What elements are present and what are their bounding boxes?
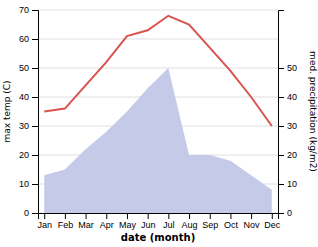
x-tick-label: Jan [37, 220, 52, 230]
y2-tick-mark [278, 126, 284, 127]
y2-tick-mark [278, 155, 284, 156]
y-tick: 20 [19, 150, 38, 160]
chart: Jan Feb Mar Apr May Jun Jul Aug Sep Oct NovDec 0 10 2… [0, 0, 318, 247]
x-tick-label: Apr [100, 220, 114, 230]
x-tick-mark [86, 213, 87, 219]
y-tick-mark [32, 184, 38, 185]
x-tick-mark [168, 213, 169, 219]
y-axis: 0 10 20 30 40 50 60 70 [19, 5, 39, 218]
y-tick-mark [32, 97, 38, 98]
y-tick: 30 [19, 121, 38, 131]
y2-tick-mark [278, 97, 284, 98]
x-tick: Apr [100, 213, 114, 230]
y-axis-title: max temp (C) [2, 80, 12, 142]
x-tick: Dec [264, 213, 281, 230]
y2-tick-label: 10 [287, 179, 297, 189]
y-tick-mark [32, 155, 38, 156]
x-tick-label: Jun [141, 220, 156, 230]
y2-tick-label: 20 [287, 150, 297, 160]
x-axis: Jan Feb Mar Apr May Jun Jul Aug Sep Oct NovDec [37, 213, 280, 230]
y-tick-mark [32, 10, 38, 11]
y2-tick-label: 50 [287, 63, 297, 73]
x-tick: Nov [244, 213, 261, 230]
x-tick-mark [44, 213, 45, 219]
y2-tick: 0 [278, 208, 292, 218]
x-tick: Jul [163, 213, 175, 230]
y-tick-label: 70 [19, 5, 29, 15]
line [44, 16, 272, 126]
x-tick-mark [251, 213, 252, 219]
y2-tick-mark [278, 213, 284, 214]
y-axis-line [32, 11, 39, 214]
y2-tick-mark [278, 184, 284, 185]
y2-tick: 30 [278, 121, 297, 131]
y2-tick-label: 30 [287, 121, 297, 131]
y2-axis-line [279, 11, 285, 214]
grid-line [38, 68, 278, 69]
y2-axis: 0 10 20 30 40 50 [278, 11, 297, 219]
y-tick: 40 [19, 92, 38, 102]
y-tick-label: 0 [24, 208, 29, 218]
x-tick-mark [65, 213, 66, 219]
y-tick: 60 [19, 34, 38, 44]
x-tick-label: Nov [244, 220, 261, 230]
x-axis-title: date (month) [121, 232, 195, 243]
y-tick-mark [32, 68, 38, 69]
y2-axis-title: med. precipitation (kg/m2) [308, 51, 318, 172]
marks [44, 16, 272, 213]
y-tick: 10 [19, 179, 38, 189]
y-tick-mark [32, 39, 38, 40]
x-tick: Jan [37, 213, 52, 230]
x-tick-mark [148, 213, 149, 219]
x-tick-mark [189, 213, 190, 219]
y2-tick: 10 [278, 179, 297, 189]
y2-tick: 50 [278, 63, 297, 73]
grid-line [38, 10, 278, 11]
y-tick-mark [32, 213, 38, 214]
y-tick-label: 60 [19, 34, 29, 44]
x-tick-label: Aug [182, 220, 198, 230]
x-tick: Jun [141, 213, 156, 230]
x-axis-line [39, 214, 279, 220]
y2-tick-label: 0 [287, 208, 292, 218]
x-tick: Oct [224, 213, 239, 230]
x-tick-label: Mar [78, 220, 94, 230]
y-tick-mark [32, 126, 38, 127]
y2-tick-mark [278, 68, 284, 69]
y-tick-label: 10 [19, 179, 29, 189]
x-tick: Feb [58, 213, 74, 230]
y2-tick: 20 [278, 150, 297, 160]
x-tick: Mar [78, 213, 94, 230]
area [44, 68, 272, 213]
y-tick-label: 50 [19, 63, 29, 73]
y-tick-label: 30 [19, 121, 29, 131]
y2-tick: 40 [278, 92, 297, 102]
y-tick-label: 20 [19, 150, 29, 160]
x-tick-label: Jul [163, 220, 175, 230]
y2-tick-label: 40 [287, 92, 297, 102]
y-tick: 0 [24, 208, 38, 218]
x-tick-label: Dec [264, 220, 281, 230]
x-tick-label: Sep [202, 220, 218, 230]
x-tick-mark [272, 213, 273, 219]
x-tick: May [119, 213, 137, 230]
x-tick-label: May [119, 220, 137, 230]
x-tick-label: Oct [224, 220, 239, 230]
plot: Jan Feb Mar Apr May Jun Jul Aug Sep Oct NovDec 0 10 2… [19, 5, 297, 230]
y-tick-label: 40 [19, 92, 29, 102]
x-tick-mark [210, 213, 211, 219]
grid [38, 10, 278, 213]
x-tick-label: Feb [58, 220, 74, 230]
x-tick: Aug [182, 213, 198, 230]
y-tick: 70 [19, 5, 38, 15]
x-tick: Sep [202, 213, 218, 230]
x-tick-mark [230, 213, 231, 219]
x-tick-mark [106, 213, 107, 219]
x-tick-mark [127, 213, 128, 219]
grid-line [38, 39, 278, 40]
y-tick: 50 [19, 63, 38, 73]
